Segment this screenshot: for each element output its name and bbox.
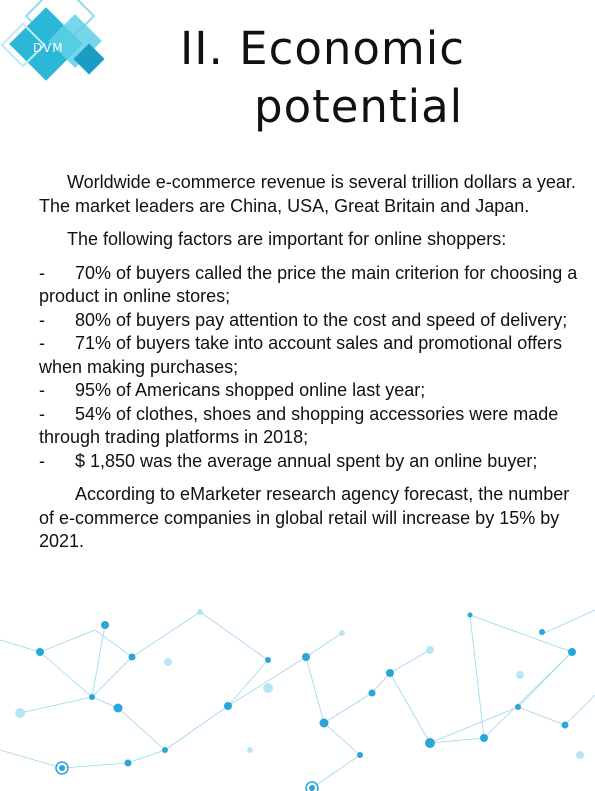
logo-diamond-shape — [0, 0, 105, 81]
body-content: Worldwide e-commerce revenue is several … — [39, 171, 587, 554]
list-item-text: 95% of Americans shopped online last yea… — [75, 380, 426, 400]
page-title-line-1: II. Economic — [180, 22, 465, 75]
list-item-text: 80% of buyers pay attention to the cost … — [75, 309, 568, 330]
bullet-dash: - — [39, 262, 45, 283]
page-title: II. Economic potential — [180, 20, 580, 136]
logo-text: DVM — [33, 41, 64, 55]
list-item: - $ 1,850 was the average annual spent by… — [39, 450, 587, 474]
network-decoration — [0, 609, 595, 791]
factors-intro: The following factors are important for … — [67, 229, 507, 249]
bullet-dash: - — [39, 333, 45, 353]
list-item: - 95% of Americans shopped online last ye… — [39, 379, 587, 403]
bullet-dash: - — [39, 450, 45, 471]
dvm-logo: DVM — [0, 0, 120, 96]
bullet-dash: - — [39, 380, 45, 400]
list-item: -70% of buyers called the price the main… — [39, 262, 587, 309]
logo-outline-left — [0, 22, 46, 68]
intro-paragraph: Worldwide e-commerce revenue is several … — [39, 172, 576, 216]
closing-paragraph: According to eMarketer research agency f… — [39, 484, 570, 551]
list-item: - 80% of buyers pay attention to the cost… — [39, 309, 587, 333]
list-item-text: 54% of clothes, shoes and shopping acces… — [39, 403, 559, 448]
bullet-dash: - — [39, 403, 45, 424]
list-item-text: 71% of buyers take into account sales an… — [39, 333, 562, 377]
logo-small-diamond — [73, 43, 105, 75]
list-item: -71% of buyers take into account sales a… — [39, 332, 587, 379]
bullet-dash: - — [39, 309, 45, 330]
list-item: -54% of clothes, shoes and shopping acce… — [39, 403, 587, 450]
list-item-text: 70% of buyers called the price the main … — [39, 262, 578, 307]
factors-list: -70% of buyers called the price the main… — [39, 262, 587, 474]
page-title-line-2: potential — [254, 80, 464, 133]
list-item-text: $ 1,850 was the average annual spent by … — [75, 450, 538, 471]
